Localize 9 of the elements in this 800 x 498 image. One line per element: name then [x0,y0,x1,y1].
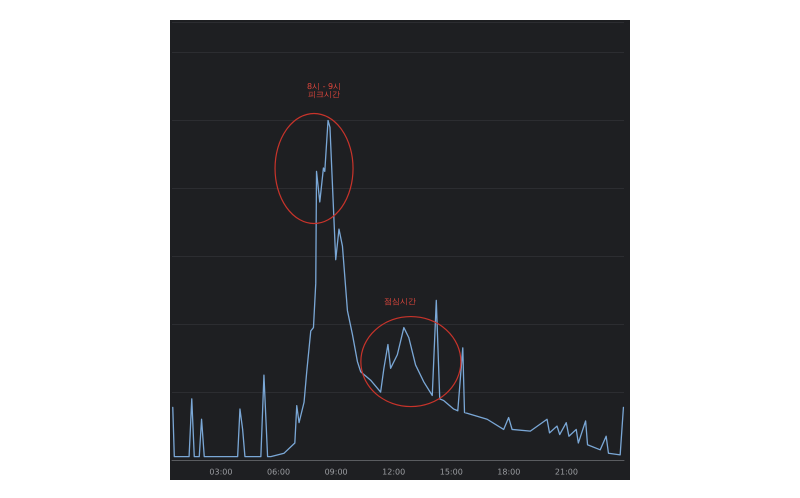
x-tick-label: 09:00 [324,468,348,476]
x-tick-label: 18:00 [497,468,520,476]
annotation: 점심시간 [384,297,416,306]
x-tick-label: 15:00 [440,468,463,476]
x-tick-label: 06:00 [266,468,290,476]
x-tick-label: 03:00 [209,468,232,476]
x-tick-label: 21:00 [554,468,578,476]
annotation: 8시 - 9시 피크시간 [306,82,342,99]
x-tick-label: 12:00 [382,468,406,476]
